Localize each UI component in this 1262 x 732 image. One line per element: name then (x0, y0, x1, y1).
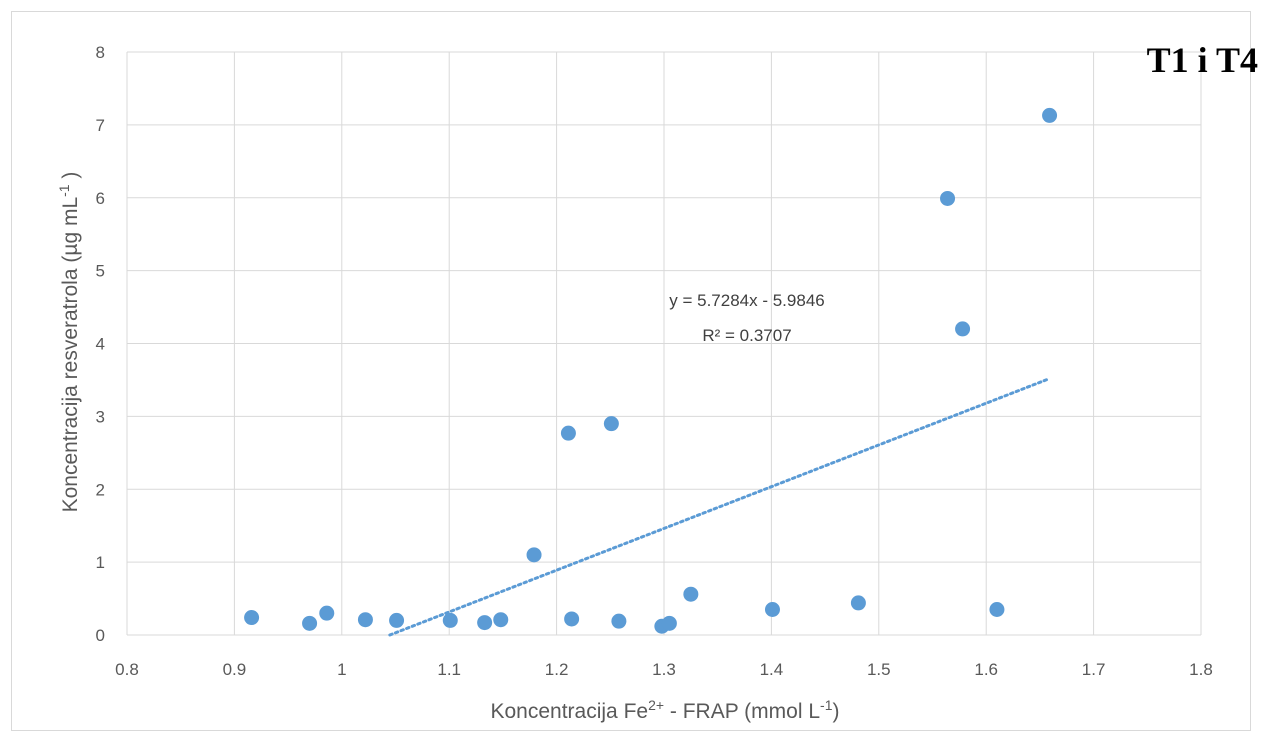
data-point (302, 615, 318, 631)
y-tick-label: 1 (96, 553, 105, 572)
x-axis-title-part-2: - FRAP (mmol L (664, 700, 820, 723)
x-tick-label: 1.7 (1082, 660, 1106, 679)
x-axis-title-sup-2: -1 (820, 697, 833, 713)
x-tick-label: 1.2 (545, 660, 569, 679)
data-point (244, 610, 260, 626)
x-tick-label: 1.1 (437, 660, 461, 679)
y-tick-label: 0 (96, 626, 105, 645)
data-point (764, 601, 780, 617)
data-point (477, 615, 493, 631)
y-tick-label: 3 (96, 407, 105, 426)
data-point (526, 547, 542, 563)
data-point (564, 611, 580, 627)
data-point (319, 605, 335, 621)
y-tick-label: 2 (96, 480, 105, 499)
x-tick-label: 0.9 (223, 660, 247, 679)
x-tick-label: 1 (337, 660, 346, 679)
data-point (442, 612, 458, 628)
chart-title: T1 i T4 (1147, 40, 1258, 80)
x-tick-label: 1.8 (1189, 660, 1213, 679)
y-tick-label: 7 (96, 116, 105, 135)
x-tick-label: 0.8 (115, 660, 139, 679)
y-axis-title-sup: -1 (56, 184, 72, 197)
x-tick-label: 1.5 (867, 660, 891, 679)
x-axis-title-sup-1: 2+ (648, 697, 664, 713)
data-point (493, 612, 509, 628)
data-point (955, 321, 971, 337)
x-tick-label: 1.6 (974, 660, 998, 679)
data-point (661, 615, 677, 631)
data-point (357, 612, 373, 628)
y-axis-title-part-2: ) (59, 172, 82, 185)
x-tick-label: 1.4 (760, 660, 784, 679)
data-point (850, 595, 866, 611)
data-point (389, 612, 405, 628)
x-axis-title-part-3: ) (832, 700, 839, 723)
data-point (611, 613, 627, 629)
x-tick-label: 1.3 (652, 660, 676, 679)
gridlines (126, 51, 1202, 636)
chart-frame (11, 11, 1251, 731)
y-axis-title: Koncentracija resveratrola (µg mL-1 ) (56, 172, 82, 513)
trendline-equation: y = 5.7284x - 5.9846 (669, 291, 824, 310)
y-tick-label: 5 (96, 262, 105, 281)
data-point (940, 190, 956, 206)
y-tick-label: 4 (96, 335, 105, 354)
y-tick-labels: 0 1 2 3 4 5 6 7 8 (96, 43, 105, 645)
data-point (1042, 107, 1058, 123)
x-axis-title-part-1: Koncentracija Fe (491, 700, 649, 723)
x-tick-labels: 0.8 0.9 1 1.1 1.2 1.3 1.4 1.5 1.6 1.7 1.8 (115, 660, 1213, 679)
y-tick-label: 8 (96, 43, 105, 62)
data-point (989, 601, 1005, 617)
y-tick-label: 6 (96, 189, 105, 208)
data-point (683, 586, 699, 602)
data-point (603, 416, 619, 432)
trendline-r-squared: R² = 0.3707 (702, 326, 791, 345)
x-axis-title: Koncentracija Fe2+ - FRAP (mmol L-1) (491, 697, 840, 723)
data-points (244, 107, 1058, 634)
y-axis-title-part-1: Koncentracija resveratrola (µg mL (59, 197, 82, 513)
trendline (388, 377, 1052, 637)
data-point (560, 425, 576, 441)
